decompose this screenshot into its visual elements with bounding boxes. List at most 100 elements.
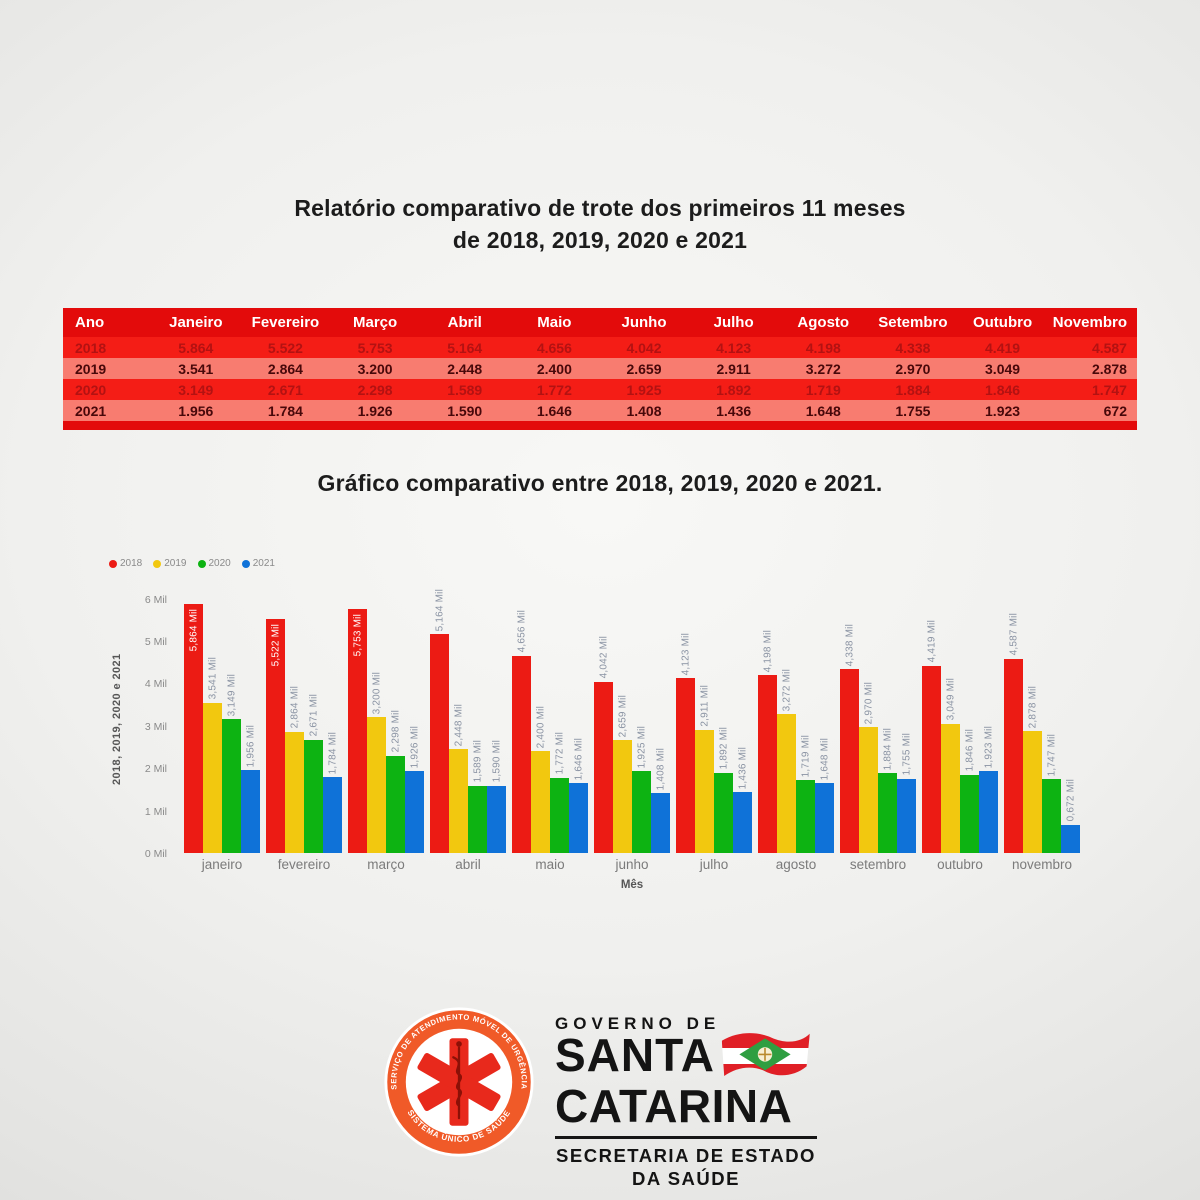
bar-value-label: 3,049 Mil (945, 678, 956, 721)
bar-group-novembro: 4,587 Mil 2,878 Mil 1,747 Mil 0,672 Mil (1001, 586, 1083, 853)
bar-value-label: 2,864 Mil (289, 686, 300, 729)
bar-2020-setembro: 1,884 Mil (878, 728, 897, 853)
table-cell-2021-setembro: 1.755 (868, 400, 958, 421)
bar-group-janeiro: 5,864 Mil 3,541 Mil 3,149 Mil 1,956 Mil (181, 586, 263, 853)
bar-value-label: 2,659 Mil (617, 694, 628, 738)
bar-2020-abril: 1,589 Mil (468, 740, 487, 853)
x-label-setembro: setembro (849, 857, 907, 872)
bar-value-label: 1,846 Mil (964, 729, 975, 772)
bar-value-label: 1,436 Mil (737, 746, 748, 790)
bar-value-label: 2,448 Mil (453, 703, 464, 747)
bar-value-label: 1,755 Mil (901, 733, 912, 776)
bar-value-label: 4,042 Mil (598, 636, 609, 679)
table-cell-2020-setembro: 1.884 (868, 379, 958, 400)
bar-2019-janeiro: 3,541 Mil (203, 657, 222, 853)
bar-value-label: 1,884 Mil (882, 727, 893, 771)
table-header-abril: Abril (419, 308, 510, 337)
santa-catarina-flag-icon (721, 1033, 810, 1077)
bar-group-maio: 4,656 Mil 2,400 Mil 1,772 Mil 1,646 Mil (509, 586, 591, 853)
samu-logo: SERVIÇO DE ATENDIMENTO MÓVEL DE URGÊNCIA… (384, 1007, 534, 1157)
bar-value-label: 3,200 Mil (371, 671, 382, 715)
bar-2021-fevereiro: 1,784 Mil (323, 732, 342, 853)
table-cell-2018-outubro: 4.419 (957, 337, 1048, 358)
table-cell-2020-março: 2.298 (330, 379, 420, 400)
table-cell-2020-abril: 1.589 (419, 379, 510, 400)
bar-2020-junho: 1,925 Mil (632, 726, 651, 853)
table-cell-2018-janeiro: 5.864 (151, 337, 241, 358)
bar-value-label: 3,541 Mil (207, 657, 218, 700)
bar-value-label: 2,878 Mil (1027, 685, 1038, 728)
table-cell-2018-novembro: 4.587 (1047, 337, 1137, 358)
bar-value-label: 1,589 Mil (472, 740, 483, 783)
table-year-2021: 2021 (63, 400, 151, 421)
bar-2018-maio: 4,656 Mil (512, 610, 531, 853)
table-cell-2021-julho: 1.436 (688, 400, 779, 421)
bar-2021-março: 1,926 Mil (405, 726, 424, 853)
legend-label-2019: 2019 (164, 558, 187, 569)
report-title-line1: Relatório comparativo de trote dos prime… (294, 195, 906, 221)
bar-value-label: 4,587 Mil (1008, 613, 1019, 656)
table-header-julho: Julho (688, 308, 779, 337)
table-cell-2019-maio: 2.400 (509, 358, 600, 379)
bar-2020-fevereiro: 2,671 Mil (304, 694, 323, 853)
table-cell-2021-janeiro: 1.956 (151, 400, 241, 421)
governo-sc-wordmark: GOVERNO DE SANTA (555, 1006, 817, 1190)
bar-2019-abril: 2,448 Mil (449, 704, 468, 853)
y-tick-3-mil: 3 Mil (144, 720, 167, 733)
table-cell-2019-junho: 2.659 (599, 358, 689, 379)
bar-value-label: 1,646 Mil (573, 737, 584, 781)
comparative-table: Ano Janeiro Fevereiro Março Abril Maio Junho Ju… (63, 308, 1137, 430)
bar-value-label: 1,925 Mil (636, 726, 647, 769)
x-axis-labels: janeiro fevereiro março abril maio junho julho… (181, 857, 1083, 872)
table-cell-2020-maio: 1.772 (509, 379, 600, 400)
bar-2019-setembro: 2,970 Mil (859, 682, 878, 853)
table-year-2018: 2018 (63, 337, 151, 358)
table-header-março: Março (330, 308, 420, 337)
table-year-2020: 2020 (63, 379, 151, 400)
legend-label-2020: 2020 (208, 558, 231, 569)
table-cell-2018-fevereiro: 5.522 (240, 337, 331, 358)
bar-value-label: 0,672 Mil (1065, 779, 1076, 822)
table-bottom-strip (63, 421, 1137, 430)
chart-legend: 2018 2019 2020 2021 (109, 558, 275, 569)
bar-group-agosto: 4,198 Mil 3,272 Mil 1,719 Mil 1,648 Mil (755, 586, 837, 853)
legend-item-2021: 2021 (241, 558, 275, 569)
table-cell-2021-junho: 1.408 (599, 400, 689, 421)
x-label-junho: junho (615, 857, 649, 872)
x-label-março: março (367, 857, 405, 872)
bar-value-label: 4,338 Mil (844, 623, 855, 667)
bar-group-setembro: 4,338 Mil 2,970 Mil 1,884 Mil 1,755 Mil (837, 586, 919, 853)
bar-2019-outubro: 3,049 Mil (941, 678, 960, 853)
table-header-janeiro: Janeiro (151, 308, 241, 337)
table-cell-2019-julho: 2.911 (688, 358, 779, 379)
comparative-bar-chart: 2018 2019 2020 2021 2018, 2019, 2020 e 2021… (103, 552, 1095, 897)
bar-2019-agosto: 3,272 Mil (777, 669, 796, 853)
bar-value-label: 2,298 Mil (390, 710, 401, 753)
report-title-line2: de 2018, 2019, 2020 e 2021 (452, 227, 748, 254)
table-cell-2020-novembro: 1.747 (1047, 379, 1137, 400)
bar-2021-novembro: 0,672 Mil (1061, 779, 1080, 853)
table-cell-2020-fevereiro: 2.671 (240, 379, 331, 400)
table-cell-2021-março: 1.926 (330, 400, 420, 421)
bar-value-label: 1,923 Mil (983, 726, 994, 769)
bar-2021-junho: 1,408 Mil (651, 748, 670, 853)
legend-dot-2019 (153, 559, 162, 568)
bar-2021-janeiro: 1,956 Mil (241, 725, 260, 853)
legend-item-2020: 2020 (197, 558, 231, 569)
table-cell-2018-maio: 4.656 (509, 337, 600, 358)
legend-item-2018: 2018 (109, 558, 142, 569)
bar-2020-outubro: 1,846 Mil (960, 729, 979, 853)
table-cell-2019-outubro: 3.049 (957, 358, 1048, 379)
bar-2020-agosto: 1,719 Mil (796, 735, 815, 853)
y-tick-5-mil: 5 Mil (144, 636, 167, 648)
bar-2020-maio: 1,772 Mil (550, 732, 569, 853)
bar-2018-fevereiro: 5,522 Mil (266, 618, 285, 853)
x-label-outubro: outubro (937, 857, 983, 872)
table-cell-2020-agosto: 1.719 (778, 379, 869, 400)
table-cell-2019-abril: 2.448 (419, 358, 510, 379)
report-title: Relatório comparativo de trote dos prime… (0, 192, 1200, 256)
bar-group-fevereiro: 5,522 Mil 2,864 Mil 2,671 Mil 1,784 Mil (263, 586, 345, 853)
bar-value-label: 1,784 Mil (327, 731, 338, 775)
bar-2019-junho: 2,659 Mil (613, 695, 632, 853)
legend-label-2018: 2018 (120, 558, 143, 569)
